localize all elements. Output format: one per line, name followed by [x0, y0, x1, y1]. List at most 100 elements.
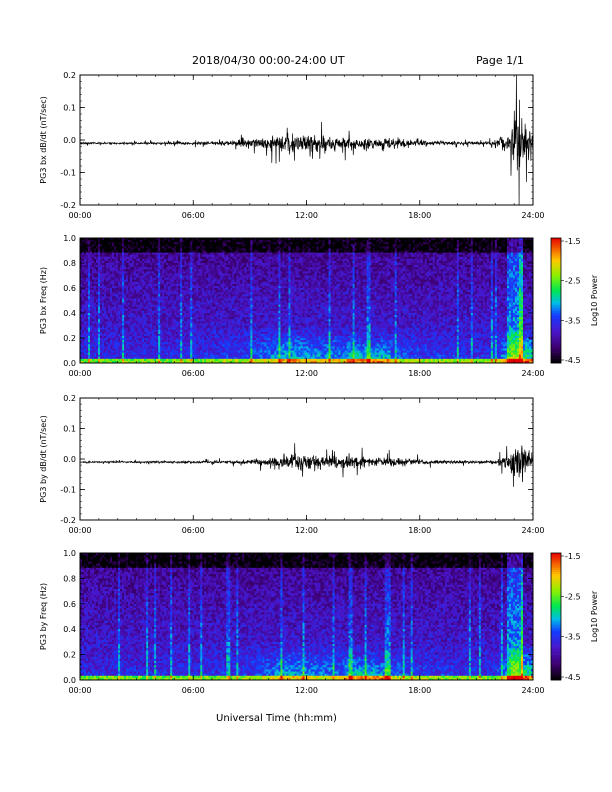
heatmap-cell — [188, 253, 190, 255]
heatmap-cell — [150, 244, 152, 246]
heatmap-cell — [224, 342, 226, 344]
heatmap-cell — [170, 298, 172, 300]
heatmap-cell — [174, 244, 176, 246]
heatmap-cell — [178, 292, 180, 294]
heatmap-cell — [118, 271, 120, 273]
heatmap-cell — [128, 323, 130, 325]
heatmap-cell — [154, 301, 156, 303]
heatmap-cell — [208, 328, 210, 330]
heatmap-cell — [98, 313, 100, 315]
heatmap-cell — [226, 315, 228, 317]
heatmap-cell — [168, 280, 170, 282]
heatmap-cell — [216, 242, 218, 244]
heatmap-cell — [126, 276, 128, 278]
heatmap-cell — [132, 305, 134, 307]
heatmap-cell — [130, 311, 132, 313]
heatmap-cell — [88, 259, 90, 261]
heatmap-cell — [142, 344, 144, 346]
heatmap-cell — [188, 336, 190, 338]
heatmap-cell — [186, 296, 188, 298]
heatmap-cell — [182, 278, 184, 280]
heatmap-cell — [202, 265, 204, 267]
heatmap-cell — [110, 319, 112, 321]
heatmap-cell — [134, 340, 136, 342]
heatmap-cell — [128, 273, 130, 275]
heatmap-cell — [200, 294, 202, 296]
heatmap-cell — [86, 257, 88, 259]
heatmap-cell — [164, 242, 166, 244]
heatmap-cell — [224, 276, 226, 278]
heatmap-cell — [110, 273, 112, 275]
heatmap-cell — [184, 273, 186, 275]
heatmap-cell — [222, 326, 224, 328]
heatmap-cell — [188, 286, 190, 288]
heatmap-cell — [180, 355, 182, 357]
heatmap-cell — [112, 251, 114, 253]
heatmap-cell — [144, 342, 146, 344]
heatmap-cell — [154, 338, 156, 340]
heatmap-cell — [160, 298, 162, 300]
heatmap-cell — [164, 298, 166, 300]
heatmap-cell — [204, 323, 206, 325]
heatmap-cell — [132, 319, 134, 321]
heatmap-cell — [150, 269, 152, 271]
heatmap-cell — [192, 261, 194, 263]
heatmap-cell — [208, 309, 210, 311]
heatmap-cell — [106, 348, 108, 350]
heatmap-cell — [222, 338, 224, 340]
heatmap-cell — [132, 346, 134, 348]
heatmap-cell — [194, 263, 196, 265]
heatmap-cell — [178, 336, 180, 338]
heatmap-cell — [126, 307, 128, 309]
heatmap-cell — [126, 330, 128, 332]
heatmap-cell — [156, 340, 158, 342]
heatmap-cell — [166, 251, 168, 253]
heatmap-cell — [96, 282, 98, 284]
heatmap-cell — [216, 269, 218, 271]
heatmap-cell — [126, 346, 128, 348]
heatmap-cell — [198, 334, 200, 336]
heatmap-cell — [148, 280, 150, 282]
heatmap-cell — [204, 282, 206, 284]
heatmap-cell — [108, 255, 110, 257]
heatmap-cell — [196, 351, 198, 353]
heatmap-cell — [138, 338, 140, 340]
heatmap-cell — [106, 248, 108, 250]
heatmap-cell — [102, 330, 104, 332]
heatmap-cell — [188, 338, 190, 340]
heatmap-cell — [128, 265, 130, 267]
heatmap-cell — [180, 359, 182, 361]
heatmap-cell — [214, 240, 216, 242]
heatmap-cell — [108, 323, 110, 325]
heatmap-cell — [210, 313, 212, 315]
heatmap-cell — [86, 271, 88, 273]
heatmap-cell — [140, 330, 142, 332]
heatmap-cell — [156, 338, 158, 340]
heatmap-cell — [226, 328, 228, 330]
heatmap-cell — [206, 342, 208, 344]
heatmap-cell — [188, 296, 190, 298]
heatmap-cell — [162, 273, 164, 275]
heatmap-cell — [106, 328, 108, 330]
heatmap-cell — [178, 344, 180, 346]
heatmap-cell — [208, 313, 210, 315]
heatmap-cell — [110, 338, 112, 340]
heatmap-cell — [154, 344, 156, 346]
heatmap-cell — [180, 269, 182, 271]
heatmap-cell — [86, 321, 88, 323]
heatmap-cell — [142, 267, 144, 269]
heatmap-cell — [130, 334, 132, 336]
heatmap-cell — [194, 267, 196, 269]
heatmap-cell — [216, 278, 218, 280]
heatmap-cell — [110, 259, 112, 261]
heatmap-cell — [216, 263, 218, 265]
heatmap-cell — [82, 296, 84, 298]
heatmap-cell — [132, 321, 134, 323]
heatmap-cell — [100, 273, 102, 275]
heatmap-cell — [184, 269, 186, 271]
heatmap-cell — [86, 342, 88, 344]
heatmap-cell — [216, 240, 218, 242]
heatmap-cell — [196, 288, 198, 290]
heatmap-cell — [184, 265, 186, 267]
heatmap-cell — [204, 357, 206, 359]
